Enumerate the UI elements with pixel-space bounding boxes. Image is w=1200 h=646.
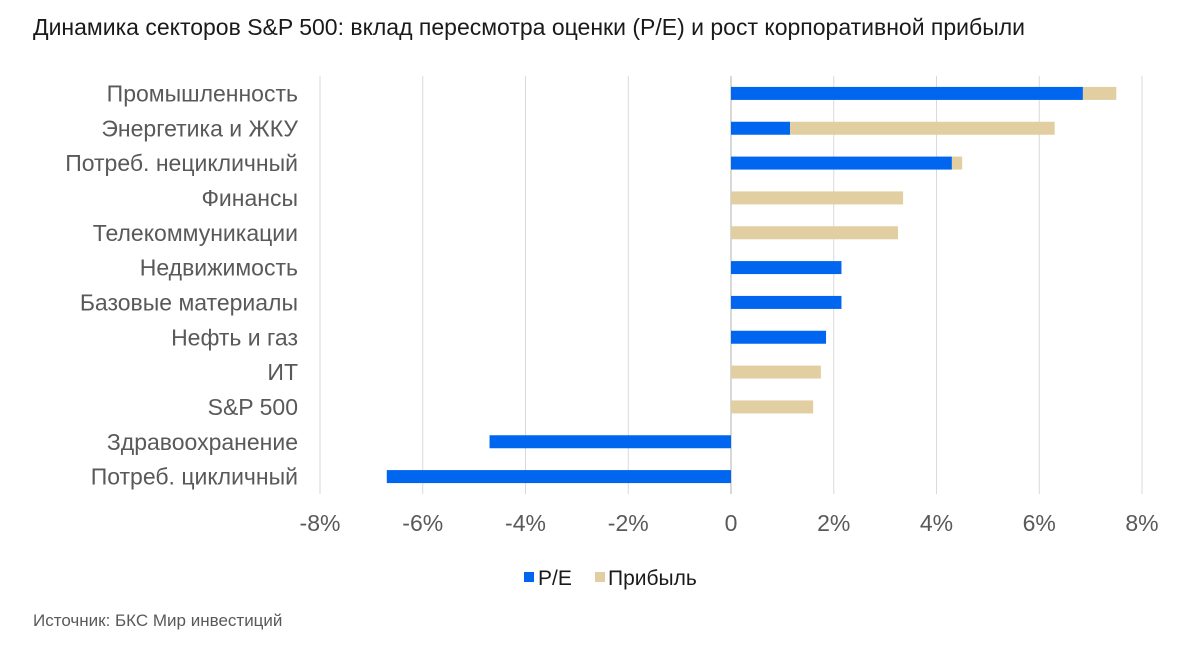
category-label: Промышленность: [107, 80, 298, 106]
x-tick-label: 6%: [1023, 510, 1056, 536]
category-label: Энергетика и ЖКУ: [101, 115, 298, 141]
x-tick-label: -6%: [402, 510, 443, 536]
legend-swatch: [595, 572, 605, 582]
x-tick-label: 2%: [817, 510, 850, 536]
x-tick-label: 0: [725, 510, 738, 536]
bar-pe: [386, 470, 731, 484]
x-axis-tick-labels: -8% -6% -4% -2% 0 2% 4% 6% 8%: [300, 510, 1159, 536]
x-tick-label: -4%: [505, 510, 546, 536]
category-label: ИТ: [267, 359, 298, 385]
bar-pe: [731, 86, 1083, 100]
bar-pe: [731, 121, 791, 135]
bars: [386, 86, 1117, 484]
bar-profit: [1082, 86, 1117, 100]
bar-profit: [731, 365, 821, 379]
bar-profit: [790, 121, 1055, 135]
legend: P/E Прибыль: [524, 567, 697, 590]
bar-pe: [731, 330, 827, 344]
x-tick-label: 4%: [920, 510, 953, 536]
grid-lines: [319, 76, 1143, 494]
legend-label: P/E: [538, 567, 572, 590]
category-label: Базовые материалы: [80, 289, 298, 315]
category-labels: Промышленность Энергетика и ЖКУ Потреб. не…: [65, 80, 298, 489]
bar-profit: [731, 400, 814, 414]
category-label: Недвижимость: [140, 255, 298, 281]
bar-profit: [731, 191, 904, 205]
legend-label: Прибыль: [608, 567, 697, 590]
bar-profit: [731, 226, 898, 240]
category-label: Финансы: [201, 185, 298, 211]
category-label: Здравоохранение: [107, 429, 298, 455]
category-label: Потреб. нецикличный: [65, 150, 298, 176]
bar-pe: [489, 435, 731, 449]
bar-pe: [731, 295, 842, 309]
bar-pe: [731, 261, 842, 275]
category-label: S&P 500: [208, 394, 298, 420]
x-tick-label: 8%: [1125, 510, 1158, 536]
category-label: Телекоммуникации: [93, 220, 298, 246]
category-label: Потреб. цикличный: [91, 464, 298, 490]
legend-swatch: [524, 572, 534, 582]
source-note: Источник: БКС Мир инвестиций: [33, 611, 283, 630]
bar-pe: [731, 156, 952, 170]
x-tick-label: -8%: [300, 510, 341, 536]
chart-title: Динамика секторов S&P 500: вклад пересмо…: [33, 14, 1025, 40]
x-tick-label: -2%: [608, 510, 649, 536]
category-label: Нефть и газ: [171, 324, 298, 350]
bar-profit: [951, 156, 963, 170]
